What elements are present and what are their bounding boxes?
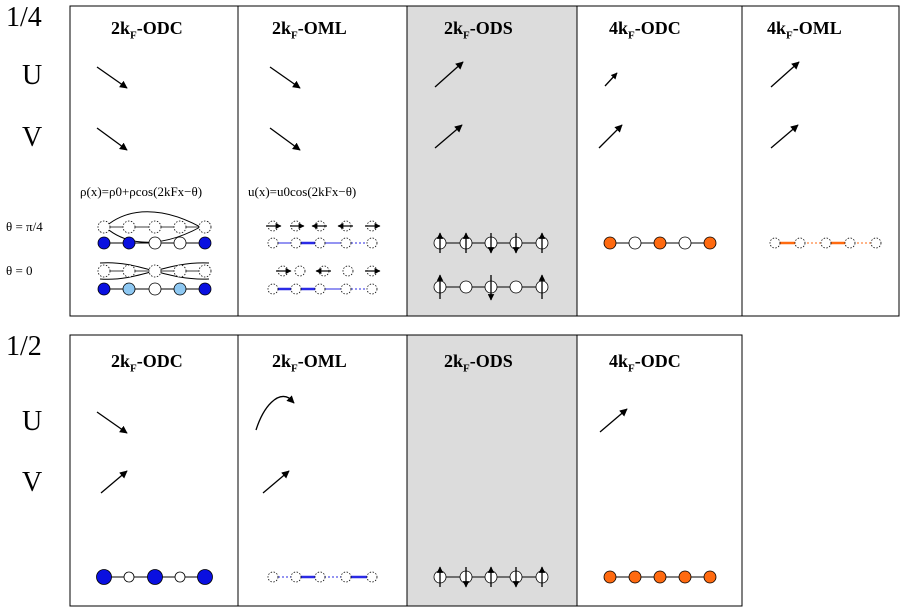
top-col-odc-cell [69, 5, 239, 317]
top-row-v-label: V [22, 122, 43, 153]
top-col-ods-cell [406, 5, 578, 317]
bottom-4odc-u-arrow [599, 408, 628, 433]
bottom-col-title-2kf-ods: 2kF-ODS [444, 351, 513, 375]
top-oml-theta-pi4-displacements [266, 220, 381, 232]
bottom-oml-u-curved-arrow [255, 395, 295, 431]
top-panel [69, 5, 900, 317]
bottom-col-oml-cell [237, 334, 408, 607]
bottom-filling-label: 1/2 [6, 331, 42, 362]
bottom-4odc-chain [603, 570, 717, 584]
top-row-u-label: U [22, 60, 43, 91]
top-col-title-4kf-oml: 4kF-OML [767, 18, 842, 42]
top-col-4oml-cell [741, 5, 900, 317]
bottom-oml-v-arrow [262, 470, 290, 494]
top-odc-v-arrow [96, 127, 128, 151]
top-ods-v-arrow [434, 124, 463, 149]
top-ods-u-arrow [434, 61, 464, 88]
bottom-ods-spins [433, 566, 549, 588]
top-col-title-2kf-oml: 2kF-OML [272, 18, 347, 42]
top-ods-theta-pi4-spins [433, 232, 549, 254]
top-4odc-u-arrow [604, 72, 618, 87]
bottom-col-odc-cell [69, 334, 239, 607]
bottom-panel [69, 334, 743, 607]
bottom-row-u-label: U [22, 406, 43, 437]
bottom-odc-u-arrow [96, 411, 128, 434]
top-4odc-chain [603, 236, 717, 250]
top-4oml-u-arrow [770, 61, 800, 88]
top-odc-theta-0-chain [97, 282, 212, 296]
top-row-theta-0-label: θ = 0 [6, 263, 33, 278]
bottom-row-v-label: V [22, 467, 43, 498]
top-col-oml-cell [237, 5, 408, 317]
top-col-title-4kf-odc: 4kF-ODC [609, 18, 681, 42]
top-col-title-2kf-ods: 2kF-ODS [444, 18, 513, 42]
charge-density-formula: ρ(x)=ρ0+ρcos(2kFx−θ) [80, 184, 203, 199]
top-odc-u-arrow [96, 66, 128, 89]
top-oml-theta-0-displacements [276, 265, 381, 277]
bottom-col-title-2kf-oml: 2kF-OML [272, 351, 347, 375]
bottom-col-ods-cell [406, 334, 578, 607]
top-4oml-v-arrow [770, 124, 799, 149]
bottom-col-title-4kf-odc: 4kF-ODC [609, 351, 681, 375]
bottom-odc-v-arrow [100, 470, 128, 494]
bottom-odc-chain [96, 569, 213, 585]
top-oml-theta-0-chain [267, 283, 378, 295]
top-odc-theta-0-wave [97, 262, 212, 280]
top-ods-theta-0-spins [433, 274, 549, 301]
lattice-displacement-formula: u(x)=u0cos(2kFx−θ) [248, 184, 357, 199]
top-col-4odc-cell [576, 5, 743, 317]
top-4odc-v-arrow [598, 124, 623, 149]
top-oml-v-arrow [269, 127, 301, 151]
bottom-oml-chain [267, 571, 378, 583]
top-filling-label: 1/4 [6, 2, 42, 33]
top-row-theta-pi4-label: θ = π/4 [6, 219, 43, 234]
top-4oml-chain [769, 237, 882, 249]
bottom-col-4odc-cell [576, 334, 743, 607]
top-odc-theta-pi4-chain [97, 236, 212, 250]
top-odc-theta-pi4-wave [97, 211, 212, 243]
top-col-title-2kf-odc: 2kF-ODC [111, 18, 183, 42]
top-oml-u-arrow [269, 66, 301, 89]
bottom-col-title-2kf-odc: 2kF-ODC [111, 351, 183, 375]
top-oml-theta-pi4-chain [267, 237, 378, 249]
